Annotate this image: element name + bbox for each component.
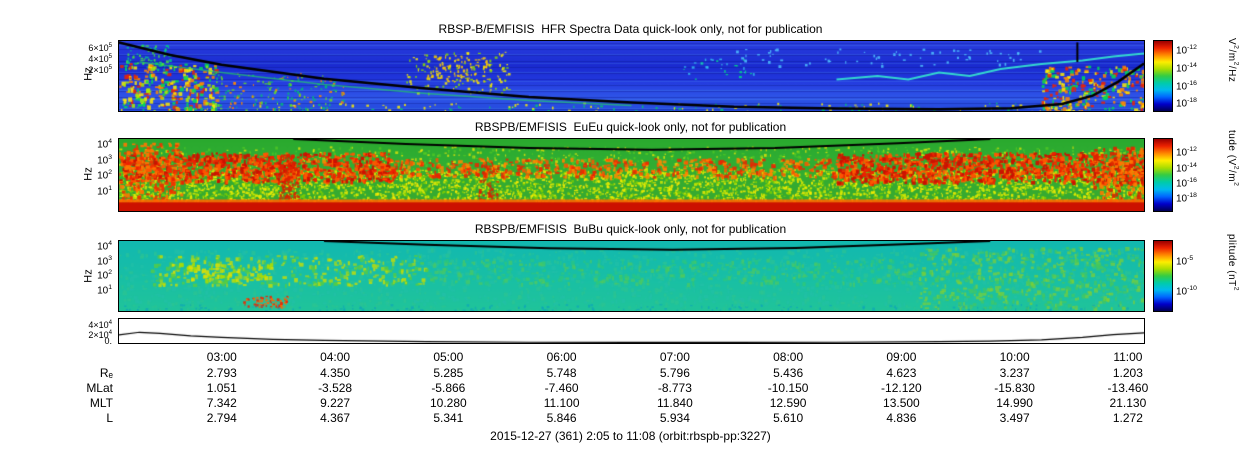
bubu-ytick-0: 104 — [97, 239, 112, 253]
hfr-ytick-1: 4×105 — [88, 53, 112, 65]
ephemeris-value: -8.773 — [657, 381, 692, 395]
ephemeris-value: 10.280 — [429, 396, 467, 410]
euu-colorbar-tick-3: 10-18 — [1176, 191, 1197, 205]
hfr-colorbar-tick-3: 10-18 — [1176, 97, 1197, 110]
time-tick-label-1: 04:00 — [320, 350, 351, 364]
ephemeris-value: 5.285 — [433, 366, 464, 380]
ephemeris-value: -12.120 — [881, 381, 922, 395]
ephemeris-value: 2.794 — [206, 411, 237, 425]
ephemeris-value: 2.793 — [206, 366, 237, 380]
time-tick-label-0: 03:00 — [206, 350, 237, 364]
ephemeris-value: 5.436 — [773, 366, 804, 380]
euu-ytick-2: 102 — [97, 168, 112, 182]
time-tick-label-2: 05:00 — [433, 350, 464, 364]
line-panel — [118, 318, 1145, 344]
ephemeris-value: -10.150 — [767, 381, 809, 395]
ephemeris-value: 4.367 — [320, 411, 351, 425]
ephemeris-value: 7.342 — [206, 396, 237, 410]
euu-ytick-0: 104 — [97, 137, 112, 151]
caption: 2015-12-27 (361) 2:05 to 11:08 (orbit:rb… — [490, 429, 771, 443]
euu-colorbar-tick-0: 10-12 — [1176, 145, 1197, 159]
ephemeris-value: 9.227 — [320, 396, 351, 410]
time-tick-label-8: 11:00 — [1113, 350, 1143, 364]
bubu-colorbar-tick-1: 10-10 — [1176, 285, 1197, 298]
euu-ytick-1: 103 — [97, 153, 112, 167]
panel-bubu-title: RBSPB/EMFISIS BuBu quick-look only, not … — [474, 222, 787, 236]
ephemeris-value: 5.934 — [659, 411, 690, 425]
ephemeris-value: -3.528 — [318, 381, 353, 395]
panel-euu-title: RBSPB/EMFISIS EuEu quick-look only, not … — [474, 120, 787, 134]
hfr-colorbar-tick-1: 10-14 — [1176, 62, 1197, 75]
bubu-colorbar — [1153, 240, 1173, 312]
ephemeris-value: 1.272 — [1112, 411, 1143, 425]
line-panel-ytick-2: 0. — [104, 335, 112, 346]
ephemeris-value: -7.460 — [544, 381, 579, 395]
ephemeris-row-label-2: MLT — [89, 396, 113, 410]
time-tick-label-6: 09:00 — [886, 350, 917, 364]
hfr-ytick-2: 2×105 — [88, 64, 112, 76]
hfr-colorbar-tick-0: 10-12 — [1176, 44, 1197, 57]
ephemeris-value: 21.130 — [1109, 396, 1147, 410]
bubu-ytick-1: 103 — [97, 255, 112, 268]
euu-spectrogram — [118, 138, 1145, 212]
bubu-ytick-2: 102 — [97, 269, 112, 282]
ephemeris-value: 3.497 — [999, 411, 1030, 425]
ephemeris-value: 5.748 — [546, 366, 577, 380]
hfr-colorbar-unit-label: V2/m2/Hz — [1226, 38, 1240, 83]
ephemeris-row-label-3: L — [106, 411, 113, 425]
bubu-ytick-3: 101 — [97, 283, 112, 297]
ephemeris-value: -15.830 — [994, 381, 1035, 395]
time-tick-label-7: 10:00 — [999, 350, 1030, 364]
time-tick-label-4: 07:00 — [659, 350, 690, 364]
ephemeris-value: 5.341 — [433, 411, 464, 425]
ephemeris-value: 1.203 — [1112, 366, 1143, 380]
bubu-colorbar-unit-label: plitude (nT2 — [1226, 234, 1240, 292]
line-panel-ytick-0: 4×104 — [88, 318, 112, 330]
ephemeris-value: 5.796 — [659, 366, 690, 380]
ephemeris-value: 14.990 — [996, 396, 1033, 410]
hfr-spectrogram — [118, 40, 1145, 112]
hfr-ytick-0: 6×105 — [88, 41, 112, 53]
ephemeris-value: 5.610 — [773, 411, 804, 425]
ephemeris-row-label-0: Rₑ — [99, 366, 113, 380]
euu-colorbar-unit-label: tude (V2/m2 — [1226, 130, 1240, 187]
ephemeris-value: 3.237 — [999, 366, 1030, 380]
euu-colorbar-tick-2: 10-16 — [1176, 176, 1197, 190]
ephemeris-value: 5.846 — [546, 411, 577, 425]
euu-ytick-3: 101 — [97, 184, 112, 197]
ephemeris-value: 1.051 — [206, 381, 237, 395]
time-tick-label-5: 08:00 — [773, 350, 804, 364]
ephemeris-value: 11.840 — [656, 396, 693, 410]
bubu-colorbar-tick-0: 10-5 — [1176, 255, 1194, 268]
hfr-colorbar — [1153, 40, 1173, 112]
line-panel-ytick-1: 2×104 — [88, 328, 112, 340]
ephemeris-value: 12.590 — [769, 396, 807, 410]
hfr-colorbar-tick-2: 10-16 — [1176, 79, 1197, 93]
bubu-spectrogram — [118, 240, 1145, 312]
panel-hfr-title: RBSP-B/EMFISIS HFR Spectra Data quick-lo… — [438, 22, 823, 36]
euu-colorbar — [1153, 138, 1173, 212]
euu-colorbar-tick-1: 10-14 — [1176, 161, 1197, 174]
time-tick-label-3: 06:00 — [546, 350, 577, 364]
ephemeris-value: -13.460 — [1107, 381, 1149, 395]
ephemeris-value: 4.623 — [886, 366, 917, 380]
ephemeris-value: 4.350 — [320, 366, 351, 380]
ephemeris-value: 4.836 — [886, 411, 917, 425]
ephemeris-value: -5.866 — [431, 381, 466, 395]
ephemeris-value: 13.500 — [883, 396, 920, 410]
ephemeris-row-label-1: MLat — [86, 381, 113, 395]
ephemeris-value: 11.100 — [543, 396, 580, 410]
